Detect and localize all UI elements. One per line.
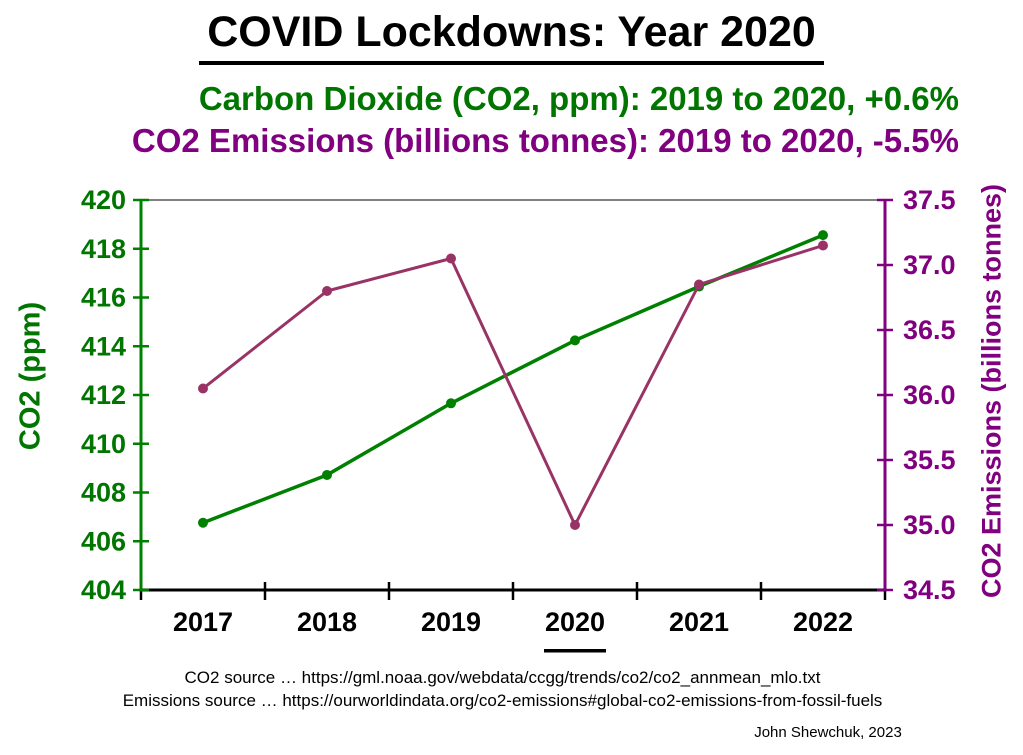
left-axis-tick-label: 404 bbox=[81, 575, 126, 605]
co2-data-point bbox=[198, 517, 208, 528]
emissions-data-point bbox=[694, 279, 704, 290]
subtitle-co2: Carbon Dioxide (CO2, ppm): 2019 to 2020,… bbox=[198, 80, 959, 117]
source-emissions-line: Emissions source … https://ourworldindat… bbox=[122, 691, 883, 710]
right-axis-tick-label: 37.5 bbox=[903, 185, 956, 215]
right-axis-tick-label: 37.0 bbox=[903, 250, 956, 280]
left-axis-tick-label: 416 bbox=[81, 283, 126, 313]
x-axis-category-label: 2017 bbox=[173, 607, 233, 637]
left-axis-tick-label: 412 bbox=[81, 380, 126, 410]
right-axis-tick-label: 35.0 bbox=[903, 510, 956, 540]
title-block: COVID Lockdowns: Year 2020 bbox=[0, 8, 1023, 65]
source-co2-line: CO2 source … https://gml.noaa.gov/webdat… bbox=[184, 668, 821, 687]
right-axis-tick-label: 36.0 bbox=[903, 380, 956, 410]
left-axis-tick-label: 414 bbox=[81, 331, 126, 361]
emissions-data-point bbox=[818, 240, 828, 251]
left-axis-tick-label: 406 bbox=[81, 526, 126, 556]
emissions-data-point bbox=[446, 253, 456, 264]
x-axis-category-label: 2019 bbox=[421, 607, 481, 637]
highlight-year-underline bbox=[544, 649, 606, 653]
page-title: COVID Lockdowns: Year 2020 bbox=[199, 8, 824, 65]
x-axis-category-label: 2021 bbox=[669, 607, 729, 637]
co2-data-point bbox=[446, 398, 456, 409]
co2-data-point bbox=[570, 335, 580, 346]
emissions-data-point bbox=[322, 286, 332, 296]
right-axis-tick-label: 35.5 bbox=[903, 445, 956, 475]
right-axis-tick-label: 34.5 bbox=[903, 575, 956, 605]
emissions-data-point bbox=[198, 383, 208, 394]
left-axis-tick-label: 418 bbox=[81, 234, 126, 264]
emissions-data-point bbox=[570, 520, 580, 530]
x-axis-category-label: 2018 bbox=[297, 607, 357, 637]
x-axis-category-label: 2022 bbox=[793, 607, 853, 637]
source-block: CO2 source … https://gml.noaa.gov/webdat… bbox=[0, 666, 1005, 712]
emissions-line bbox=[202, 244, 824, 527]
co2-line bbox=[202, 233, 824, 525]
credit-line: John Shewchuk, 2023 bbox=[754, 724, 902, 741]
right-axis-tick-label: 36.5 bbox=[903, 315, 956, 345]
co2-data-point bbox=[818, 230, 828, 241]
subtitle-emissions: CO2 Emissions (billions tonnes): 2019 to… bbox=[131, 122, 959, 159]
left-axis-tick-label: 420 bbox=[81, 185, 126, 215]
left-axis-tick-label: 410 bbox=[81, 429, 126, 459]
subtitle-block: Carbon Dioxide (CO2, ppm): 2019 to 2020,… bbox=[132, 78, 959, 162]
x-axis-category-label: 2020 bbox=[545, 607, 605, 637]
left-axis-tick-label: 408 bbox=[81, 478, 126, 508]
co2-data-point bbox=[322, 469, 332, 480]
